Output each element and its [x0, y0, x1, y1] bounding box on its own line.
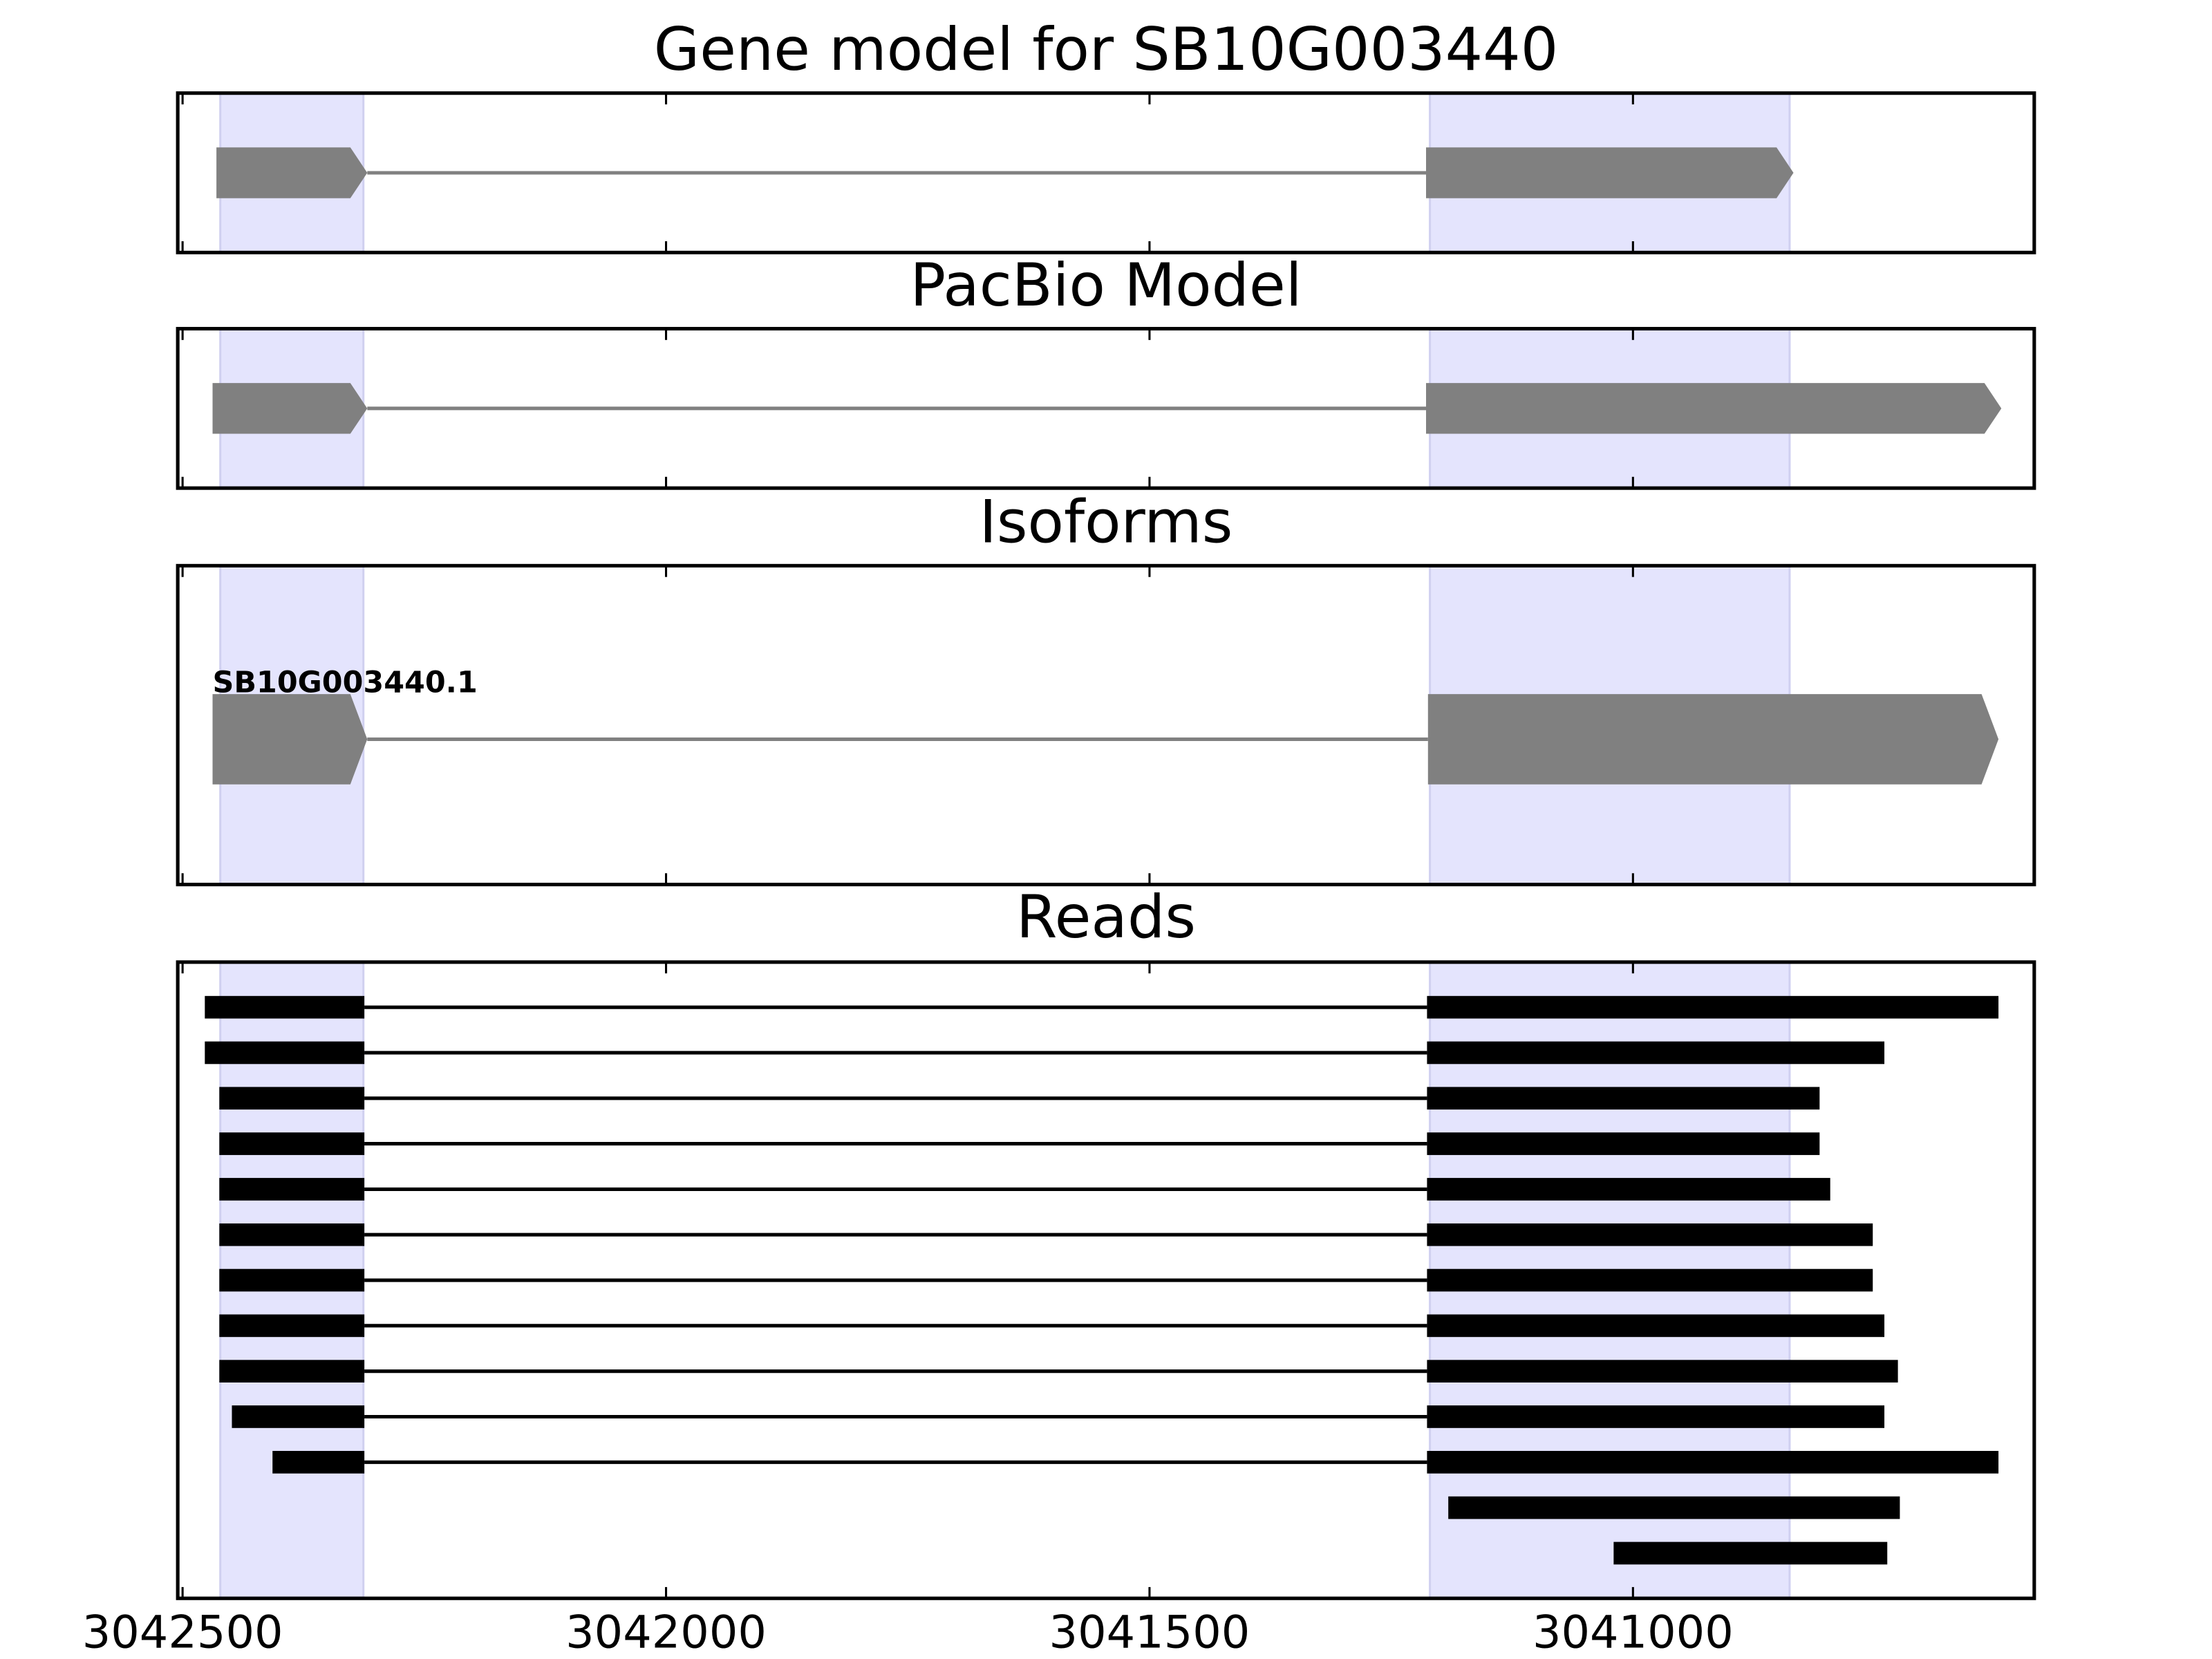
exon	[216, 147, 368, 198]
panel-frame	[176, 91, 2036, 254]
read-block	[219, 1268, 365, 1292]
isoform-label: SB10G003440.1	[213, 665, 478, 700]
read-block	[205, 995, 365, 1019]
panel-title: Gene model for SB10G003440	[654, 15, 1558, 84]
read-block	[219, 1360, 365, 1382]
read-block	[219, 1314, 365, 1338]
exon	[212, 694, 368, 785]
read-block	[232, 1405, 365, 1428]
read-block	[1427, 1268, 1873, 1292]
read-block	[219, 1132, 365, 1155]
read-block	[272, 1450, 365, 1474]
exon	[1427, 694, 1999, 785]
exon	[1426, 383, 2002, 434]
read-block	[219, 1087, 365, 1110]
read-block	[1427, 995, 1999, 1019]
read-block	[1427, 1405, 1885, 1428]
x-tick-label: 3041000	[1533, 1606, 1734, 1658]
x-tick-label: 3042500	[82, 1606, 283, 1658]
x-tick-label: 3042000	[565, 1606, 767, 1658]
panel-title: PacBio Model	[910, 251, 1302, 320]
read-block	[1427, 1450, 1999, 1474]
panel-frame	[176, 563, 2036, 887]
read-block	[219, 1223, 365, 1246]
read-block	[1427, 1314, 1885, 1338]
read-block	[1427, 1360, 1898, 1382]
read-block	[205, 1041, 365, 1065]
read-block	[219, 1178, 365, 1201]
panel-title: Reads	[1016, 883, 1196, 952]
read-block	[1427, 1087, 1820, 1110]
read-block	[1427, 1041, 1885, 1065]
read-block	[1448, 1496, 1900, 1519]
exon	[212, 383, 368, 434]
panel-frame	[176, 326, 2036, 490]
exon	[1426, 147, 1794, 198]
read-block	[1427, 1178, 1830, 1201]
x-tick-label: 3041500	[1049, 1606, 1250, 1658]
read-block	[1613, 1541, 1888, 1565]
read-block	[1427, 1132, 1820, 1155]
read-block	[1427, 1223, 1873, 1246]
panel-frame	[176, 960, 2036, 1600]
panel-title: Isoforms	[980, 488, 1233, 557]
